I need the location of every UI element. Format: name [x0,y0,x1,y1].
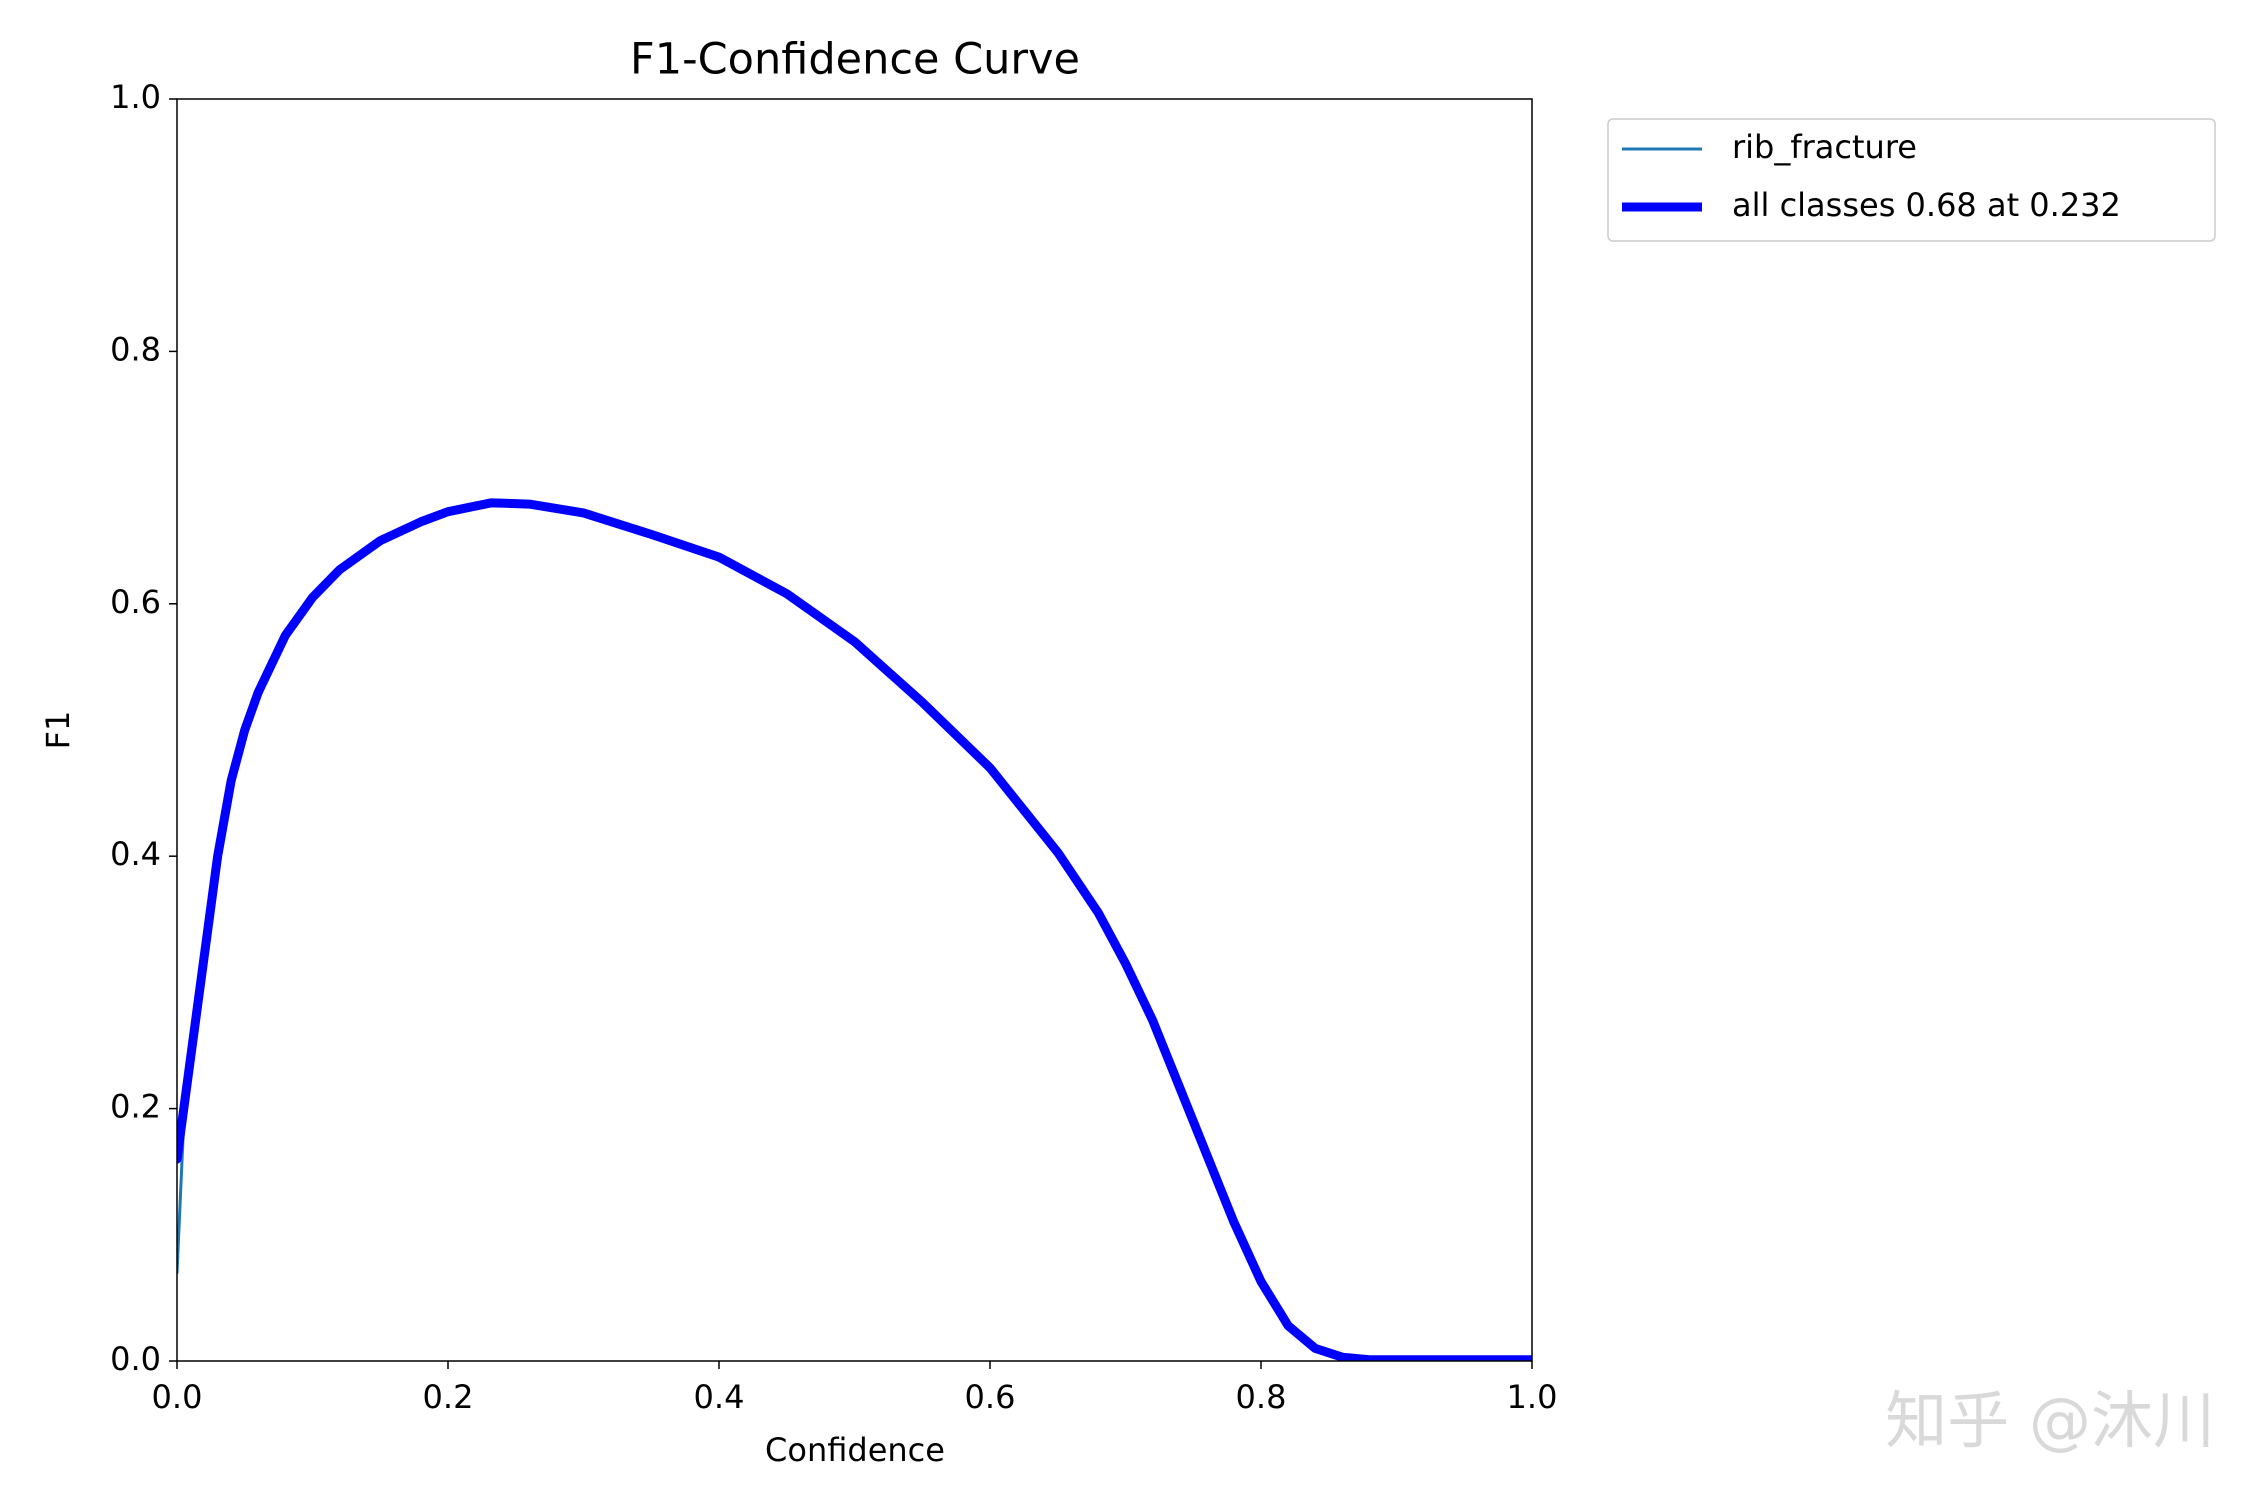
legend-box [1607,118,2216,242]
watermark: 知乎 @沐川 [1885,1384,2215,1457]
plot-frame [176,98,1533,1362]
y-tick-label: 1.0 [110,78,161,116]
x-tick-label: 0.4 [694,1378,745,1416]
x-tick-label: 1.0 [1507,1378,1558,1416]
y-tick-label: 0.6 [110,583,161,621]
y-tick-label: 0.0 [110,1340,161,1378]
y-tick-label: 0.2 [110,1088,161,1126]
y-tick-label: 0.4 [110,835,161,873]
x-tick-label: 0.8 [1236,1378,1287,1416]
chart-title: F1-Confidence Curve [630,35,1080,85]
y-tick-label: 0.8 [110,330,161,368]
legend-label: rib_fracture [1732,128,1917,166]
legend-label: all classes 0.68 at 0.232 [1732,186,2121,224]
y-axis-label: F1 [39,711,77,750]
series-line [177,498,1532,1361]
plot-lines [177,498,1532,1361]
x-tick-label: 0.6 [965,1378,1016,1416]
x-tick-label: 0.0 [152,1378,203,1416]
x-tick-label: 0.2 [423,1378,474,1416]
x-axis-label: Confidence [765,1431,945,1469]
